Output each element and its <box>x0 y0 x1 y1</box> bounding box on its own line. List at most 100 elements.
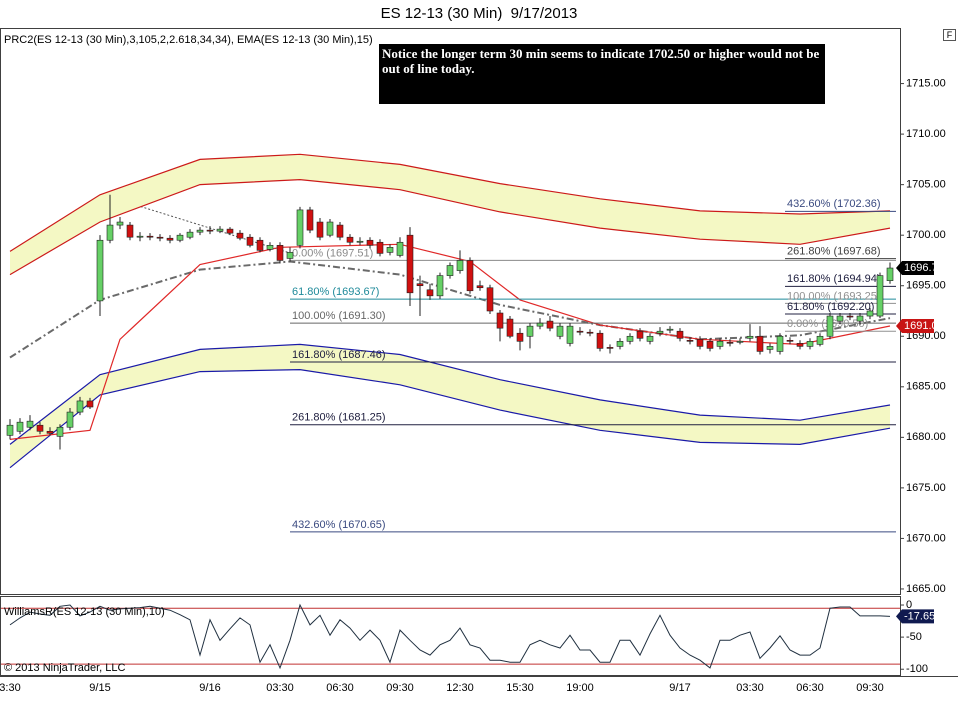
corner-button[interactable] <box>943 29 956 41</box>
candle-body <box>256 239 264 251</box>
candle-body <box>66 411 74 428</box>
x-tick-label: 15:30 <box>506 682 534 694</box>
candle-body <box>546 320 554 329</box>
candle-body <box>126 224 134 238</box>
fib-label: 161.80% (1694.94) <box>787 273 881 285</box>
x-tick-label: 9/16 <box>199 682 220 694</box>
y-tick-label: 1715.00 <box>906 77 946 89</box>
williams-tick-label: -50 <box>906 631 922 643</box>
candle-body <box>76 400 84 413</box>
x-tick-label: 06:30 <box>326 682 354 694</box>
williams-panel <box>0 596 901 676</box>
williams-label: WilliamsR(ES 12-13 (30 Min),10) <box>4 606 165 618</box>
candle-body <box>746 335 754 339</box>
candle-body <box>46 430 54 434</box>
williams-tick-label: -100 <box>906 663 928 675</box>
candle-body <box>236 232 244 239</box>
candle-body <box>646 335 654 342</box>
band-lower <box>9 178 891 276</box>
candle-body <box>596 332 604 349</box>
candle-body <box>116 221 124 226</box>
candle-body <box>666 328 674 331</box>
band-upper <box>9 153 891 252</box>
candle-body <box>586 331 594 334</box>
copyright: © 2013 NinjaTrader, LLC <box>4 662 125 674</box>
candle-body <box>176 234 184 241</box>
y-tick-label: 1675.00 <box>906 482 946 494</box>
candle-body <box>506 318 514 337</box>
fib-label: 161.80% (1687.46) <box>292 349 386 361</box>
candle-body <box>286 252 294 259</box>
y-tick-label: 1680.00 <box>906 431 946 443</box>
candle-body <box>826 315 834 337</box>
williams-line <box>9 603 891 670</box>
chart-title: ES 12-13 (30 Min) 9/17/2013 <box>381 5 578 22</box>
candle-body <box>196 229 204 233</box>
fib-label: 432.60% (1702.36) <box>787 198 881 210</box>
candle-body <box>436 275 444 297</box>
x-tick-label: 9/17 <box>669 682 690 694</box>
candle-body <box>186 231 194 238</box>
fib-label: 261.80% (1697.68) <box>787 246 881 258</box>
fib-label: 0.00% (1697.51) <box>292 247 373 259</box>
price-marker-label: -17.65 <box>904 610 935 622</box>
candle-body <box>226 228 234 234</box>
candle-body <box>736 341 744 343</box>
candle-body <box>366 239 374 246</box>
candle-body <box>136 235 144 238</box>
candle-body <box>466 260 474 292</box>
candle-body <box>886 267 894 281</box>
price-panel <box>0 28 901 595</box>
candle-body <box>776 335 784 352</box>
band-lower <box>9 368 891 469</box>
candle-body <box>416 283 424 287</box>
candle-body <box>486 287 494 312</box>
price-plot: 0.00% (1697.51) 61.80% (1693.67) 100.00% (… <box>6 153 896 533</box>
candle-body <box>706 341 714 349</box>
candle-body <box>16 421 24 432</box>
fib-label: 100.00% (1693.25) <box>787 290 881 302</box>
band-upper <box>9 343 891 445</box>
indicator-line <box>9 243 891 440</box>
candle-body <box>296 209 304 246</box>
corner-label[interactable]: F <box>947 30 953 40</box>
y-tick-label: 1685.00 <box>906 381 946 393</box>
x-tick-label: 19:00 <box>566 682 594 694</box>
candle-body <box>876 275 884 317</box>
candle-body <box>856 315 864 322</box>
price-marker <box>896 609 934 624</box>
price-marker <box>896 318 934 333</box>
fib-label: 61.80% (1692.20) <box>787 301 874 313</box>
candle-body <box>476 285 484 289</box>
indicator-label: PRC2(ES 12-13 (30 Min),3,105,2,2.618,34,… <box>4 34 373 46</box>
price-marker-label: 1691.02 <box>904 320 944 332</box>
candle-body <box>406 234 414 294</box>
candle-body <box>676 330 684 339</box>
candle-body <box>816 335 824 345</box>
candle-body <box>866 310 874 317</box>
price-marker-label: 1696.75 <box>904 262 944 274</box>
candle-body <box>86 400 94 408</box>
y-tick-label: 1690.00 <box>906 330 946 342</box>
candle-body <box>606 347 614 349</box>
candle-body <box>496 312 504 329</box>
x-tick-label: 03:30 <box>266 682 294 694</box>
williams-plot <box>1 603 900 670</box>
x-tick-label: 09:30 <box>386 682 414 694</box>
axes: 1665.00 1670.00 1675.00 1680.00 1685.00 1690.… <box>0 77 946 693</box>
candle-body <box>386 247 394 253</box>
candle-body <box>396 241 404 256</box>
candle-body <box>166 237 174 241</box>
candle-body <box>206 229 214 232</box>
candle-body <box>806 341 814 347</box>
candle-body <box>516 332 524 342</box>
candle-body <box>216 228 224 232</box>
candle-body <box>686 340 694 342</box>
candle-body <box>266 244 274 250</box>
candle-body <box>6 424 14 436</box>
candle-body <box>796 343 804 347</box>
x-tick-label: 9/15 <box>89 682 110 694</box>
candle-body <box>576 330 584 333</box>
